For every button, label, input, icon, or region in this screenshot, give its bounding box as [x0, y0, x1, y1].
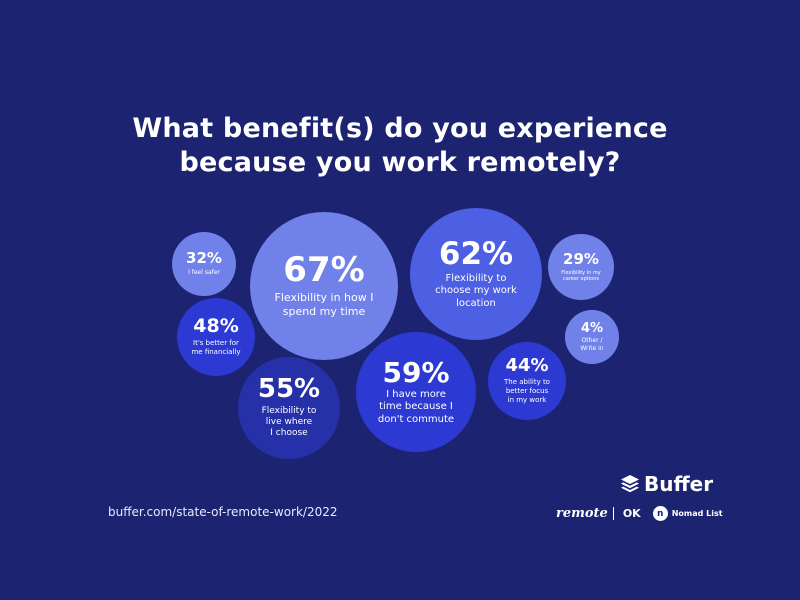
bubble-62-label-line-2: choose my work — [435, 285, 517, 297]
nomad-list-text: Nomad List — [671, 509, 723, 518]
chart-title-line-1: What benefit(s) do you experience — [132, 113, 668, 144]
bubble-59-label: I have more time because I don't commute — [378, 389, 454, 427]
bubble-29-label-line-2: career options — [563, 275, 599, 282]
bubble-44-label-line-2: better focus — [505, 387, 549, 396]
buffer-wordmark: Buffer — [644, 472, 714, 496]
bubble-55-label-line-3: I choose — [270, 428, 308, 439]
bubble-62-label: Flexibility to choose my work location — [435, 273, 517, 311]
bubble-59-value: 59% — [382, 355, 450, 389]
bubble-29-label: Flexibility in my career options — [561, 270, 600, 283]
chart-title: What benefit(s) do you experience becaus… — [0, 112, 800, 180]
bubble-48-label-line-1: It's better for — [193, 339, 239, 348]
bubble-62: 62% Flexibility to choose my work locati… — [410, 208, 542, 340]
bubble-44-label: The ability to better focus in my work — [504, 378, 550, 404]
bubble-62-label-line-1: Flexibility to — [445, 272, 507, 284]
bubble-55-value: 55% — [257, 374, 321, 405]
bubble-44: 44% The ability to better focus in my wo… — [488, 342, 566, 420]
bubble-59: 59% I have more time because I don't com… — [356, 332, 476, 452]
bubble-4: 4% Other / Write in — [565, 310, 619, 364]
bubble-4-label-line-1: Other / — [581, 337, 603, 345]
bubble-29: 29% Flexibility in my career options — [548, 234, 614, 300]
bubble-48-label: It's better for me financially — [191, 339, 240, 357]
bubble-55-label: Flexibility to live where I choose — [262, 406, 317, 440]
buffer-logo: Buffer — [620, 472, 713, 496]
bubble-48-label-line-2: me financially — [191, 347, 241, 356]
bubble-32-value: 32% — [186, 249, 222, 268]
bubble-32: 32% I feel safer — [172, 232, 236, 296]
bubble-4-label-line-2: Write in — [580, 344, 604, 352]
remote-ok-suffix: OK — [622, 507, 641, 520]
bubble-55-label-line-2: live where — [265, 417, 313, 428]
chart-title-line-2: because you work remotely? — [179, 147, 621, 178]
bubble-67-label: Flexibility in how I spend my time — [275, 291, 374, 319]
remote-ok-logo-text: remote — [556, 506, 608, 521]
bubble-32-label-line-1: I feel safer — [188, 269, 220, 277]
bubble-29-value: 29% — [563, 249, 599, 268]
bubble-48-value: 48% — [193, 315, 239, 338]
partner-logos: remote OK n Nomad List — [556, 506, 723, 521]
source-url: buffer.com/state-of-remote-work/2022 — [108, 505, 338, 519]
bubble-55: 55% Flexibility to live where I choose — [238, 357, 340, 459]
bubble-59-label-line-1: I have more — [386, 388, 446, 400]
partner-divider — [612, 507, 614, 520]
bubble-67: 67% Flexibility in how I spend my time — [250, 212, 398, 360]
bubble-44-label-line-1: The ability to — [504, 378, 550, 387]
bubble-62-value: 62% — [438, 235, 514, 272]
bubble-55-label-line-1: Flexibility to — [261, 405, 317, 416]
bubble-67-label-line-1: Flexibility in how I — [274, 291, 374, 305]
bubble-4-value: 4% — [580, 320, 604, 336]
nomad-list-logo: n Nomad List — [652, 506, 723, 521]
bubble-67-value: 67% — [283, 250, 365, 291]
bubble-4-label: Other / Write in — [580, 337, 603, 352]
bubble-59-label-line-2: time because I — [379, 401, 453, 413]
bubble-62-label-line-3: location — [456, 297, 496, 309]
buffer-stack-icon — [621, 475, 639, 493]
bubble-48: 48% It's better for me financially — [177, 298, 255, 376]
bubble-44-label-line-3: in my work — [507, 395, 547, 404]
nomad-list-badge-icon: n — [652, 506, 668, 521]
bubble-44-value: 44% — [505, 355, 549, 377]
bubble-67-label-line-2: spend my time — [282, 304, 366, 318]
bubble-32-label: I feel safer — [188, 269, 220, 277]
bubble-59-label-line-3: don't commute — [377, 413, 455, 425]
bubble-29-label-line-1: Flexibility in my — [561, 269, 601, 276]
